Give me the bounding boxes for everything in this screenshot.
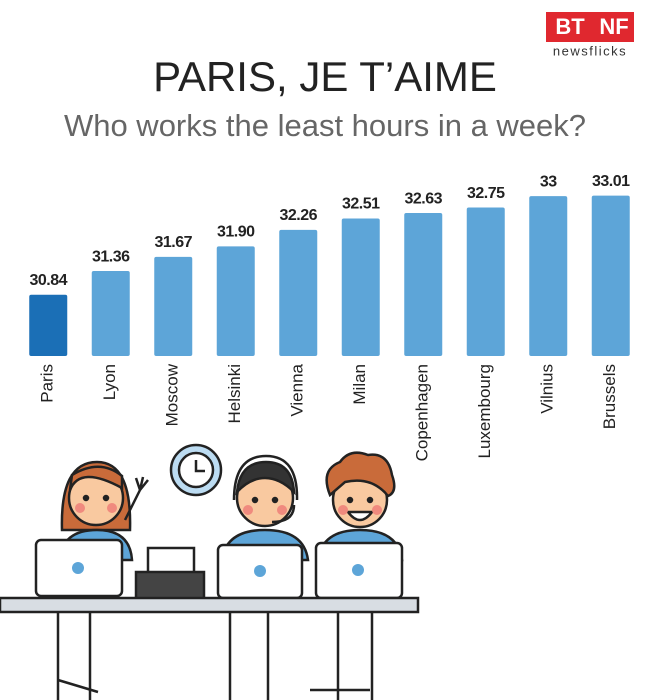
value-label: 32.26 [279,207,317,224]
x-tick-label: Moscow [163,363,182,426]
x-tick-label: Paris [38,364,57,403]
x-tick-label: Vienna [288,363,307,416]
x-tick-label: Brussels [600,364,619,429]
x-tick-label: Luxembourg [475,364,494,459]
logo-accent: NF [599,14,628,39]
x-tick-label: Milan [350,364,369,405]
logo-main: BT [555,14,585,39]
bar [91,271,130,356]
logo-sub: newsflicks [553,43,627,58]
bar [591,195,630,356]
value-label: 30.84 [29,272,67,289]
bar [529,196,568,356]
logo-box [546,12,594,42]
value-label: 31.67 [154,234,192,251]
bar [466,207,505,356]
value-label: 32.75 [467,185,505,202]
value-label: 32.51 [342,196,380,213]
chart-subtitle: Who works the least hours in a week? [64,108,586,143]
bar [341,218,380,356]
bar [154,256,193,356]
illustration [0,443,420,700]
value-label: 33 [540,173,557,190]
x-tick-label: Vilnius [538,364,557,414]
logo-box [594,12,634,42]
value-label: 31.90 [217,224,255,241]
bar [216,246,255,356]
chart-title: PARIS, JE T’AIME [153,53,497,100]
bar [404,213,443,356]
value-label: 31.36 [92,248,130,265]
x-tick-label: Lyon [100,364,119,400]
bar [29,294,68,356]
value-label: 33.01 [592,173,630,190]
bar [279,229,318,356]
x-tick-label: Copenhagen [413,364,432,461]
x-tick-label: Helsinki [225,364,244,424]
value-label: 32.63 [404,190,442,207]
